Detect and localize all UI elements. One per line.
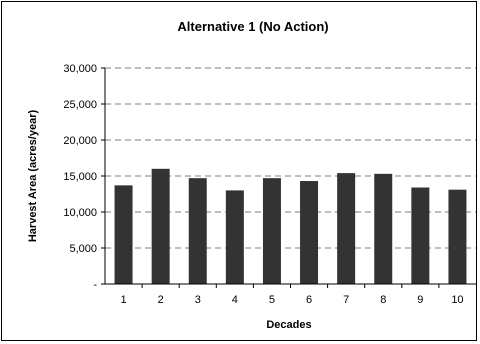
x-axis-label: Decades [266, 319, 311, 331]
bar [115, 185, 133, 284]
x-tick-label: 3 [195, 294, 201, 306]
bar [374, 174, 392, 284]
bar [226, 190, 244, 284]
y-tick-label: 5,000 [69, 243, 97, 255]
x-tick-label: 9 [417, 294, 423, 306]
bars [115, 169, 467, 284]
x-tick-label: 6 [306, 294, 312, 306]
bar [337, 173, 355, 284]
y-tick-label: 30,000 [63, 63, 97, 75]
y-tick-labels: - 5,000 10,000 15,000 20,000 25,000 30,000 [63, 63, 97, 291]
bar [152, 169, 170, 284]
x-tick-label: 2 [158, 294, 164, 306]
y-tick-label: 20,000 [63, 135, 97, 147]
x-tick-label: 7 [343, 294, 349, 306]
y-axis-label: Harvest Area (acres/year) [27, 110, 39, 243]
x-tick-label: 10 [451, 294, 463, 306]
bar [448, 190, 466, 284]
bar [263, 178, 281, 284]
y-tick-label: - [93, 279, 97, 291]
y-tick-label: 25,000 [63, 99, 97, 111]
x-tick-label: 8 [380, 294, 386, 306]
x-tick-label: 5 [269, 294, 275, 306]
chart-title: Alternative 1 (No Action) [177, 19, 328, 34]
bar [189, 178, 207, 284]
x-tick-label: 4 [232, 294, 238, 306]
y-tick-label: 15,000 [63, 171, 97, 183]
bar [411, 188, 429, 284]
y-tick-label: 10,000 [63, 207, 97, 219]
x-tick-labels: 1 2 3 4 5 6 7 8 9 10 [120, 294, 463, 306]
x-tick-label: 1 [120, 294, 126, 306]
bar [300, 181, 318, 284]
